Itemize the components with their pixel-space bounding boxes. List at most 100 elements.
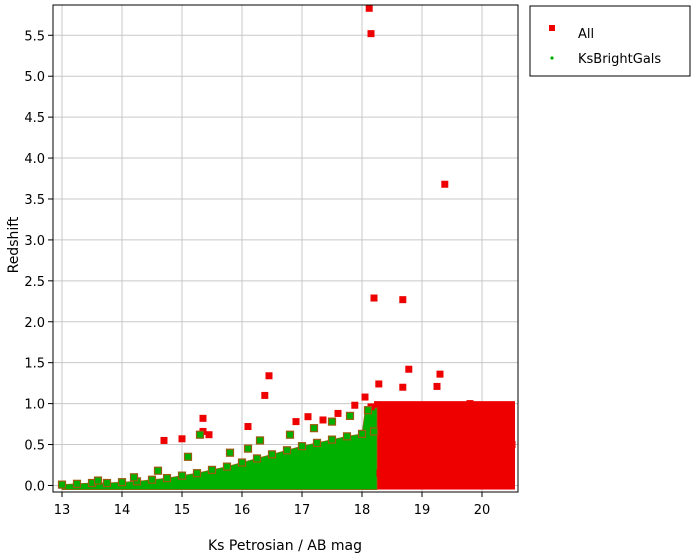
all-point (508, 441, 516, 449)
x-tick-label: 17 (294, 503, 311, 518)
all-point (399, 383, 407, 391)
ksbrightgals-point (183, 452, 193, 461)
ksbrightgals-point (177, 471, 187, 480)
all-point (334, 409, 342, 417)
all-point (448, 436, 456, 444)
all-point (502, 408, 510, 416)
x-axis-title: Ks Petrosian / AB mag (208, 538, 362, 554)
all-point (304, 413, 312, 421)
all-point (261, 391, 269, 399)
legend-ksbrightgals-marker (550, 56, 554, 60)
all-dense-region (374, 401, 515, 490)
ksbrightgals-point (207, 465, 217, 475)
all-point (365, 4, 373, 12)
ksbrightgals-point (102, 478, 112, 488)
all-point (376, 469, 384, 477)
y-tick-label: 4.0 (24, 152, 45, 167)
all-point (436, 370, 444, 378)
all-point (351, 401, 359, 409)
marks (52, 4, 519, 493)
y-tick-label: 0.0 (24, 479, 45, 494)
all-point (399, 296, 407, 304)
all-point (244, 423, 252, 431)
x-tick-label: 18 (354, 503, 371, 518)
all-point (292, 418, 300, 426)
ksbrightgals-point (342, 432, 352, 441)
all-point (441, 180, 449, 188)
ksbrightgals-point (363, 406, 373, 415)
all-point (361, 393, 369, 401)
legend-all-label: All (578, 27, 594, 42)
ksbrightgals-point (282, 446, 292, 455)
all-point (370, 294, 378, 302)
y-tick-label: 1.5 (24, 357, 45, 372)
all-point (412, 473, 420, 481)
ksbrightgals-point (162, 473, 172, 483)
plot-border (52, 4, 519, 493)
ksbrightgals-point (57, 480, 67, 489)
all-point (319, 416, 327, 424)
x-tick-label: 16 (234, 503, 251, 518)
ksbrightgals-point (117, 478, 127, 487)
x-tick-label: 15 (174, 503, 191, 518)
ksbrightgals-point (357, 429, 367, 438)
ksbrightgals-point (195, 430, 205, 439)
y-tick-label: 5.5 (24, 29, 45, 44)
all-point (394, 449, 402, 457)
y-tick-label: 2.5 (24, 275, 45, 290)
all-point (433, 382, 441, 390)
y-tick-label: 2.0 (24, 316, 45, 331)
all-point (178, 435, 186, 443)
all-point (430, 404, 438, 412)
legend-frame (529, 5, 691, 77)
ksbrightgals-point (225, 448, 235, 457)
ksbrightgals-point (243, 444, 253, 453)
y-tick-label: 1.0 (24, 398, 45, 413)
y-tick-label: 0.5 (24, 439, 45, 454)
y-axis-ticks: 0.0 0.5 1.0 1.5 2.0 2.5 3.0 3.5 4.0 4.5 5.0 5.5 (24, 29, 53, 494)
all-point (418, 416, 426, 424)
all-point (466, 400, 474, 408)
all-point (205, 431, 213, 439)
all-point (160, 436, 168, 444)
ksbrightgals-point (297, 442, 307, 451)
ksbrightgals-point (309, 424, 319, 433)
legend-ksbrightgals-label: KsBrightGals (578, 52, 661, 67)
x-tick-label: 13 (54, 503, 71, 518)
ksbrightgals-point (222, 462, 232, 471)
ksbrightgals-point (129, 473, 139, 482)
ksbrightgals-point (93, 476, 103, 485)
ksbrightgals-point (327, 435, 337, 444)
legend: All KsBrightGals (529, 5, 691, 77)
x-tick-label: 19 (414, 503, 431, 518)
y-tick-label: 3.0 (24, 234, 45, 249)
ksbrightgals-point (192, 469, 202, 478)
all-point (375, 380, 383, 388)
all-point (478, 457, 486, 465)
all-point (265, 372, 273, 380)
legend-all-marker (549, 25, 555, 31)
y-tick-label: 4.5 (24, 111, 45, 126)
ksbrightgals-point (255, 436, 265, 445)
ksbrightgals-point (285, 430, 295, 439)
ksbrightgals-point (345, 411, 355, 420)
ksbrightgals-point (72, 479, 82, 488)
ksbrightgals-point (312, 438, 322, 447)
ksbrightgals-point (327, 417, 337, 426)
x-axis-ticks: 13 14 15 16 17 18 19 20 (54, 492, 491, 518)
all-point (405, 365, 413, 373)
y-axis-title: Redshift (6, 216, 22, 273)
x-tick-label: 14 (114, 503, 131, 518)
ksbrightgals-point (252, 454, 262, 463)
ksbrightgals-point (153, 466, 163, 475)
ksbrightgals-point (267, 450, 277, 459)
y-tick-label: 5.0 (24, 70, 45, 85)
all-point (367, 30, 375, 38)
y-tick-label: 3.5 (24, 193, 45, 208)
ksbrightgals-point (147, 475, 157, 484)
ksbrightgals-point (237, 458, 247, 467)
x-tick-label: 20 (474, 503, 491, 518)
all-point (199, 414, 207, 422)
ksbrightgals-point (369, 427, 379, 436)
